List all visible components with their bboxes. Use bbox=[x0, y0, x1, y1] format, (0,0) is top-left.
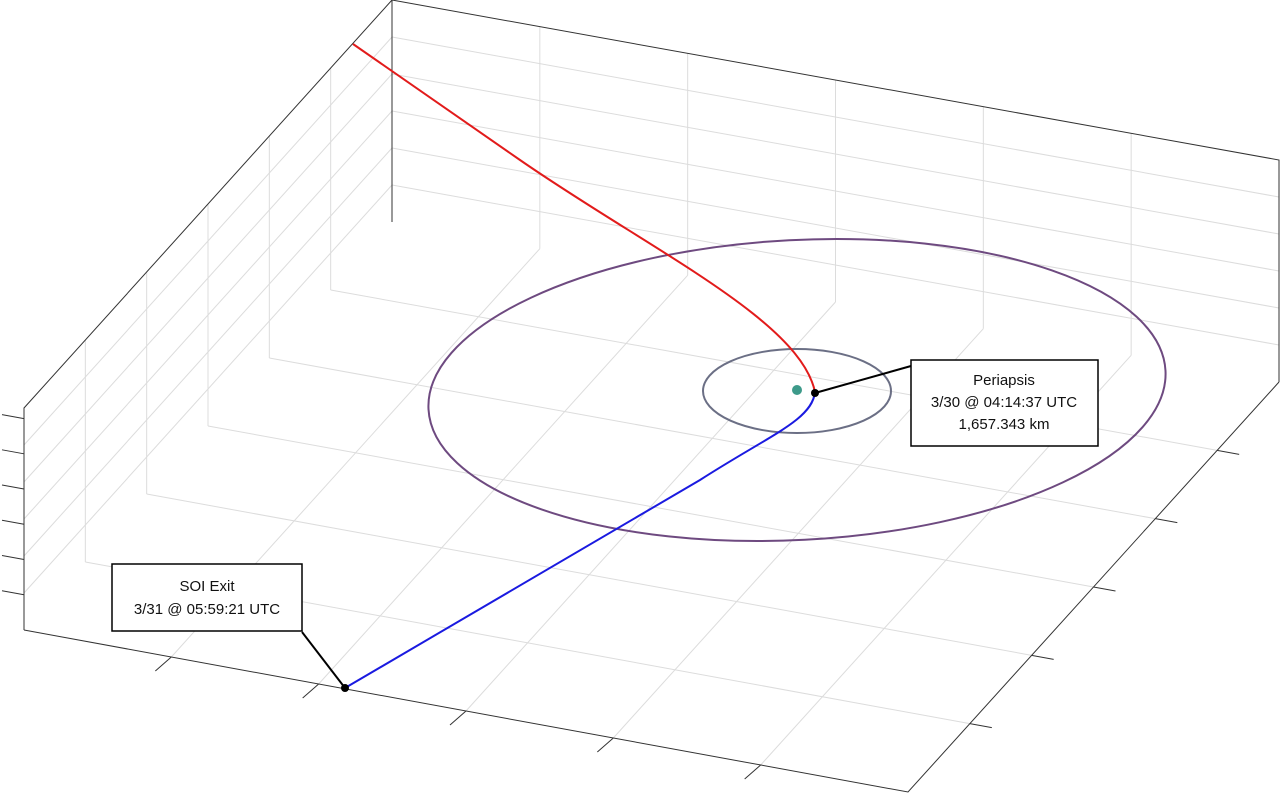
tick-mark bbox=[1, 414, 25, 420]
side-wall-grid-line bbox=[23, 110, 393, 520]
floor-grid-line bbox=[318, 274, 689, 685]
back-wall-grid-line bbox=[391, 73, 1280, 235]
back-wall-grid-line bbox=[391, 184, 1280, 346]
side-wall-grid-line bbox=[23, 36, 393, 446]
tick-mark bbox=[969, 723, 992, 729]
back-wall-grid-line bbox=[391, 147, 1280, 309]
callout-box bbox=[111, 563, 303, 632]
inner-orbit bbox=[702, 348, 892, 434]
tick-mark bbox=[1, 519, 25, 525]
tick-mark bbox=[1, 555, 25, 561]
side-wall-grid-line bbox=[23, 147, 393, 557]
inbound-trajectory bbox=[352, 43, 816, 393]
grid bbox=[23, 26, 1280, 766]
tick-mark bbox=[744, 764, 761, 780]
tick-mark bbox=[1, 590, 25, 596]
callout-box bbox=[910, 359, 1099, 447]
side-wall-grid-line bbox=[23, 184, 393, 594]
back-wall-grid-line bbox=[391, 36, 1280, 198]
outer-orbit bbox=[427, 237, 1167, 543]
tick-mark bbox=[597, 737, 614, 753]
callout-line bbox=[814, 365, 912, 394]
soi-exit-marker bbox=[341, 684, 349, 692]
tick-mark bbox=[1031, 654, 1054, 660]
central-body bbox=[792, 385, 802, 395]
callout-text: 3/31 @ 05:59:21 UTC bbox=[134, 601, 280, 618]
callout-text: SOI Exit bbox=[179, 578, 235, 595]
callout-text: Periapsis bbox=[973, 372, 1035, 389]
callout-text: 3/30 @ 04:14:37 UTC bbox=[931, 394, 1077, 411]
tick-mark bbox=[1, 484, 25, 490]
tick-mark bbox=[1, 449, 25, 455]
periapsis-marker bbox=[811, 389, 819, 397]
tick-mark bbox=[155, 656, 172, 672]
outbound-trajectory bbox=[344, 391, 816, 689]
side-wall-grid-line bbox=[23, 73, 393, 483]
tick-mark bbox=[1093, 586, 1116, 592]
tick-mark bbox=[1155, 518, 1178, 524]
tick-mark bbox=[302, 683, 319, 699]
tick-mark bbox=[1217, 449, 1240, 455]
ticks bbox=[1, 414, 1240, 780]
floor-grid-line bbox=[465, 301, 836, 712]
callout-text: 1,657.343 km bbox=[959, 416, 1050, 433]
back-wall-grid-line bbox=[391, 110, 1280, 272]
callout-line bbox=[301, 631, 346, 689]
tick-mark bbox=[449, 710, 467, 726]
wall-edges bbox=[23, 0, 1280, 630]
